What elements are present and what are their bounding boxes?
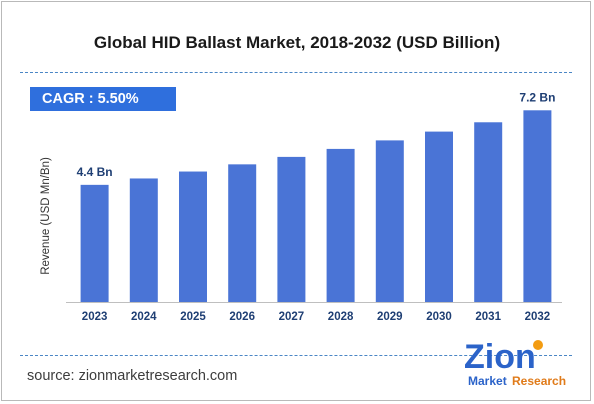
bar-2028 bbox=[326, 148, 355, 302]
bar-2032 bbox=[523, 110, 552, 302]
y-axis-label: Revenue (USD Mn/Bn) bbox=[40, 157, 52, 275]
x-tick-label: 2025 bbox=[180, 311, 206, 323]
bar-2023 bbox=[80, 184, 109, 302]
x-tick-label: 2028 bbox=[328, 311, 354, 323]
cagr-badge: CAGR : 5.50% bbox=[30, 87, 176, 111]
x-tick-label: 2024 bbox=[131, 311, 157, 323]
x-tick-label: 2030 bbox=[426, 311, 452, 323]
data-label: 4.4 Bn bbox=[77, 165, 113, 179]
logo-word: Zion bbox=[464, 338, 536, 376]
x-tick-label: 2032 bbox=[525, 311, 551, 323]
logo-sub-market: Market bbox=[468, 374, 507, 388]
bar-2026 bbox=[228, 164, 257, 302]
bar-2025 bbox=[179, 171, 207, 302]
x-tick-label: 2029 bbox=[377, 311, 403, 323]
data-label: 7.2 Bn bbox=[519, 90, 555, 104]
bar-2030 bbox=[425, 131, 453, 302]
x-tick-label: 2026 bbox=[229, 311, 255, 323]
bar-2031 bbox=[474, 122, 503, 302]
bar-2024 bbox=[129, 178, 158, 302]
bar-2029 bbox=[375, 140, 404, 302]
source-text: source: zionmarketresearch.com bbox=[27, 368, 238, 384]
bottom-separator bbox=[20, 355, 572, 356]
logo-dot-icon bbox=[533, 340, 543, 350]
logo-graphic: Zion Market Research bbox=[464, 338, 566, 388]
top-separator bbox=[20, 72, 572, 73]
chart-title: Global HID Ballast Market, 2018-2032 (US… bbox=[93, 33, 501, 52]
x-tick-label: 2031 bbox=[475, 311, 501, 323]
logo-sub-research: Research bbox=[512, 374, 566, 388]
zion-logo-icon: Zion Market Research bbox=[464, 338, 566, 388]
x-tick-label: 2023 bbox=[82, 311, 108, 323]
bar-2027 bbox=[277, 156, 306, 302]
x-tick-label: 2027 bbox=[279, 311, 305, 323]
